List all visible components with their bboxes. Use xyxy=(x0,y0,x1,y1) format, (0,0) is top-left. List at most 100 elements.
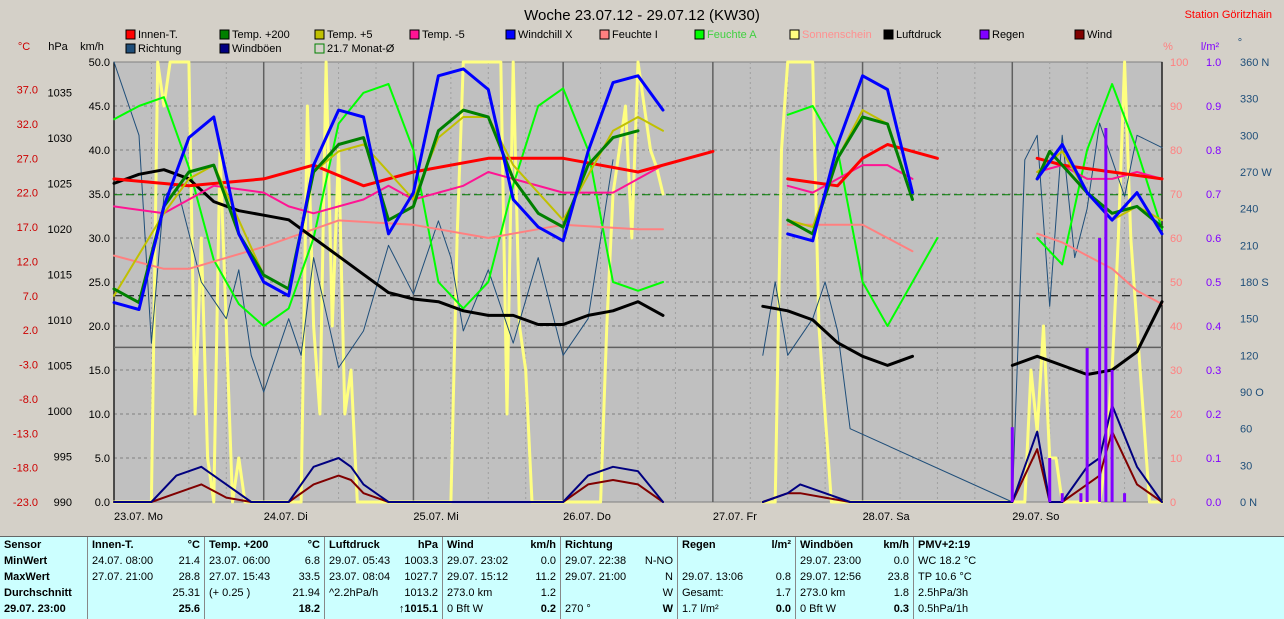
tick-hpa: 990 xyxy=(54,497,72,509)
series-regen-bar xyxy=(1110,370,1114,502)
stats-richtung-max-time: 29.07. 21:00 xyxy=(565,571,627,583)
stats-boen-min-time: 29.07. 23:00 xyxy=(800,555,862,567)
stats-luft-col: Luftdruck hPa 29.07. 05:43 1003.3 23.07. 0… xyxy=(325,537,443,619)
tick-rain: 0.6 xyxy=(1206,233,1221,245)
tick-pct: 10 xyxy=(1170,453,1182,465)
tick-x: 24.07. Di xyxy=(264,511,308,523)
stats-richtung-deg: 270 ° xyxy=(565,603,591,615)
stats-innen-min: 21.4 xyxy=(178,555,200,567)
tick-kmh: 20.0 xyxy=(89,321,110,333)
legend-label: Regen xyxy=(992,29,1024,41)
stats-boen-current: 0.3 xyxy=(893,603,909,615)
tick-temp: -23.0 xyxy=(13,497,38,509)
tick-dir: 30 xyxy=(1240,460,1252,472)
legend-swatch xyxy=(694,29,705,40)
tick-pct: 30 xyxy=(1170,365,1182,377)
tick-hpa: 1010 xyxy=(48,315,72,327)
stats-label-max: MaxWert xyxy=(4,571,50,583)
stats-innen-current: 25.6 xyxy=(178,603,200,615)
tick-kmh: 5.0 xyxy=(95,453,110,465)
unit-pct: % xyxy=(1163,41,1173,53)
legend-label: Feuchte I xyxy=(612,29,658,41)
tick-dir: 60 xyxy=(1240,424,1252,436)
legend-label: Innen-T. xyxy=(138,29,178,41)
tick-kmh: 50.0 xyxy=(89,57,110,69)
tick-hpa: 1015 xyxy=(48,269,72,281)
tick-kmh: 25.0 xyxy=(89,277,110,289)
stats-sensor-col: Sensor MinWert MaxWert Durchschnitt 29.0… xyxy=(0,537,88,619)
stats-richtung-col: Richtung 29.07. 22:38 N-NO 29.07. 21:00 N … xyxy=(561,537,678,619)
stats-boen-max-time: 29.07. 12:56 xyxy=(800,571,862,583)
tick-dir: 120 xyxy=(1240,350,1258,362)
tick-hpa: 1035 xyxy=(48,87,72,99)
tick-hpa: 1005 xyxy=(48,360,72,372)
stats-wind-current: 0.2 xyxy=(540,603,556,615)
legend-label: Wind xyxy=(1087,29,1112,41)
stats-temp-min-time: 23.07. 06:00 xyxy=(209,555,271,567)
unit-rain: l/m² xyxy=(1201,41,1220,53)
stats-boen-col: Windböen km/h 29.07. 23:00 0.0 29.07. 12:5… xyxy=(796,537,914,619)
stats-regen-unit: l/m² xyxy=(771,539,791,551)
tick-x: 27.07. Fr xyxy=(713,511,757,523)
stats-innen-avg: 25.31 xyxy=(172,587,200,599)
stats-wind-header: Wind xyxy=(447,539,474,551)
stats-pmv-col: PMV+2:19 WC 18.2 °C TP 10.6 °C 2.5hPa/3h… xyxy=(914,537,1024,619)
stats-regen-sum: 1.7 l/m² xyxy=(682,603,719,615)
stats-wind-unit: km/h xyxy=(530,539,556,551)
tick-temp: 27.0 xyxy=(17,153,38,165)
stats-regen-total-label: Gesamt: xyxy=(682,587,724,599)
tick-pct: 100 xyxy=(1170,57,1188,69)
stats-wind-min: 0.0 xyxy=(540,555,556,567)
legend-swatch xyxy=(883,29,894,40)
stats-pmv-trend1h: 0.5hPa/1h xyxy=(918,603,969,615)
chart-title: Woche 23.07.12 - 29.07.12 (KW30) xyxy=(524,7,760,24)
stats-wind-col: Wind km/h 29.07. 23:02 0.0 29.07. 15:12 11.… xyxy=(443,537,561,619)
tick-rain: 0.4 xyxy=(1206,321,1221,333)
tick-dir: 150 xyxy=(1240,314,1258,326)
tick-pct: 60 xyxy=(1170,233,1182,245)
tick-x: 28.07. Sa xyxy=(863,511,911,523)
tick-temp: -13.0 xyxy=(13,428,38,440)
stats-innen-unit: °C xyxy=(187,539,200,551)
tick-x: 23.07. Mo xyxy=(114,511,163,523)
legend-swatch xyxy=(219,29,230,40)
tick-rain: 0.2 xyxy=(1206,409,1221,421)
tick-rain: 0.7 xyxy=(1206,189,1221,201)
stats-luft-trend: ^2.2hPa/h xyxy=(329,587,379,599)
weather-chart: Woche 23.07.12 - 29.07.12 (KW30) Station … xyxy=(12,7,1273,523)
legend-label: Windchill X xyxy=(518,29,573,41)
tick-pct: 80 xyxy=(1170,145,1182,157)
stats-temp-max: 33.5 xyxy=(298,571,320,583)
tick-pct: 90 xyxy=(1170,101,1182,113)
stats-luft-current: ↑1015.1 xyxy=(398,603,438,615)
legend-label: Richtung xyxy=(138,43,181,55)
tick-rain: 1.0 xyxy=(1206,57,1221,69)
legend-label: Sonnenschein xyxy=(802,29,872,41)
legend-label: Feuchte A xyxy=(707,29,757,41)
tick-kmh: 10.0 xyxy=(89,409,110,421)
series-regen-bar xyxy=(1079,493,1083,502)
tick-temp: 17.0 xyxy=(17,222,38,234)
stats-label-min: MinWert xyxy=(4,555,48,567)
unit-kmh: km/h xyxy=(80,41,104,53)
stats-temp-avg: 21.94 xyxy=(292,587,320,599)
legend-swatch xyxy=(125,29,136,40)
tick-rain: 0.1 xyxy=(1206,453,1221,465)
tick-kmh: 45.0 xyxy=(89,101,110,113)
stats-boen-avg: 1.8 xyxy=(893,587,909,599)
tick-hpa: 1020 xyxy=(48,224,72,236)
stats-wind-max: 11.2 xyxy=(535,571,556,583)
tick-temp: -3.0 xyxy=(19,360,38,372)
tick-x: 26.07. Do xyxy=(563,511,611,523)
legend-label: Windböen xyxy=(232,43,282,55)
legend-swatch xyxy=(979,29,990,40)
stats-pmv-windchill: WC 18.2 °C xyxy=(918,555,977,567)
stats-wind-distance: 273.0 km xyxy=(447,587,493,599)
tick-kmh: 0.0 xyxy=(95,497,110,509)
series-regen-bar xyxy=(1060,493,1064,502)
series-regen-bar xyxy=(1085,348,1089,502)
tick-rain: 0.9 xyxy=(1206,101,1221,113)
stats-label-avg: Durchschnitt xyxy=(4,587,72,599)
tick-pct: 0 xyxy=(1170,497,1176,509)
stats-wind-max-time: 29.07. 15:12 xyxy=(447,571,509,583)
